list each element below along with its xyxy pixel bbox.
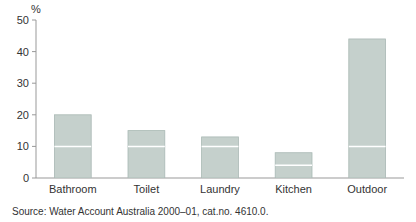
y-axis-line [36,20,37,178]
y-tick [32,20,36,21]
source-note: Source: Water Account Australia 2000–01,… [12,206,268,217]
y-tick-label: 0 [23,172,29,184]
divider-line [54,146,91,148]
x-tick-label: Outdoor [347,183,387,195]
x-tick-label: Laundry [200,183,240,195]
divider-line [349,146,386,148]
y-axis-label: % [31,3,41,15]
bar [275,153,312,178]
y-tick [32,114,36,115]
y-tick [32,83,36,84]
y-tick [32,51,36,52]
y-tick [32,178,36,179]
bar [128,131,165,178]
bar [202,137,239,178]
x-tick-label: Toilet [134,183,160,195]
y-tick-label: 20 [17,109,29,121]
x-tick-label: Kitchen [275,183,312,195]
bars [54,39,385,178]
divider-line [128,146,165,148]
y-tick-label: 10 [17,140,29,152]
y-tick [32,146,36,147]
bar [349,39,386,178]
bar [54,115,91,178]
y-tick-label: 40 [17,46,29,58]
divider-line [275,165,312,167]
y-tick-label: 30 [17,77,29,89]
chart: 0 10 20 30 40 50 Bathroom Toilet Laundry Kitchen O… [0,0,416,222]
divider-line [202,146,239,148]
x-tick-label: Bathroom [49,183,97,195]
y-tick-label: 50 [17,14,29,26]
axes: 0 10 20 30 40 50 [17,14,404,184]
